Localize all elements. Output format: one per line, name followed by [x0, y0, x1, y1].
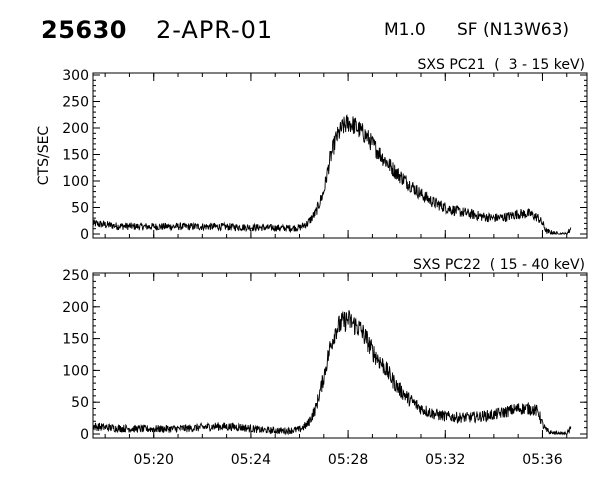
- y-tick-label: 50: [71, 395, 89, 411]
- y-tick-label: 100: [62, 174, 89, 190]
- y-tick-label: 100: [62, 363, 89, 379]
- x-tick-label: 05:32: [425, 452, 465, 468]
- panel-2: 0 50 100 150 200 250 05:20 05:24 05:28 05:32 05:36…: [62, 257, 588, 468]
- y-axis-label: CTS/SEC: [36, 126, 52, 186]
- y-tick-label: 200: [62, 121, 89, 137]
- panel-title: SXS PC21 ( 3 - 15 keV): [418, 57, 586, 73]
- flare-location: SF (N13W63): [457, 20, 570, 40]
- panel-title: SXS PC22 ( 15 - 40 keV): [413, 257, 585, 273]
- y-tick-label: 150: [62, 332, 89, 348]
- y-tick-label: 250: [62, 268, 89, 284]
- y-tick-label: 50: [71, 201, 89, 217]
- y-tick-label: 200: [62, 300, 89, 316]
- light-curve-line: [92, 310, 572, 436]
- x-tick-label: 05:20: [134, 452, 174, 468]
- goes-class: M1.0: [384, 20, 426, 40]
- panel-1: 0 50 100 150 200 250 300 SXS PC21 ( 3 - 15 keV)…: [36, 57, 588, 243]
- x-tick-label: 05:24: [231, 452, 271, 468]
- x-tick-label: 05:36: [522, 452, 562, 468]
- y-tick-label: 300: [62, 68, 89, 84]
- y-tick-label: 250: [62, 95, 89, 111]
- plot-frame: [92, 72, 588, 239]
- y-tick-label: 0: [80, 427, 89, 443]
- light-curve-line: [92, 114, 572, 236]
- x-tick-label: 05:28: [328, 452, 368, 468]
- plot-frame: [92, 272, 588, 439]
- event-date: 2-APR-01: [156, 16, 274, 44]
- y-tick-label: 0: [80, 227, 89, 243]
- event-id: 25630: [41, 16, 127, 44]
- y-tick-label: 150: [62, 148, 89, 164]
